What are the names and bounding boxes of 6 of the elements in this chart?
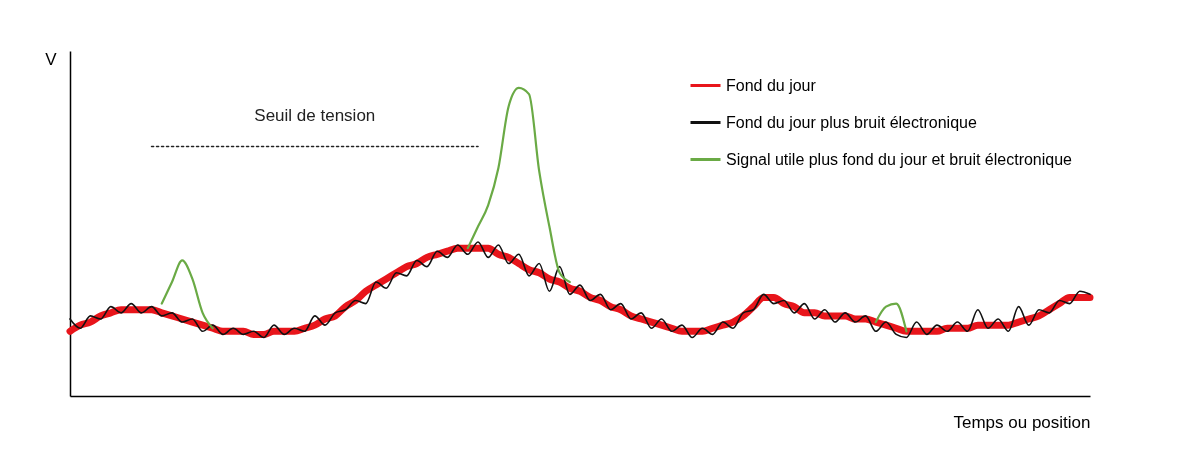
legend-label: Signal utile plus fond du jour et bruit électronique bbox=[726, 150, 1073, 168]
legend-label: Fond du jour bbox=[726, 76, 817, 94]
x-axis-title: Temps ou position bbox=[953, 412, 1091, 432]
legend-label: Fond du jour plus bruit électronique bbox=[726, 113, 977, 131]
series-label: Seuil de tension bbox=[254, 106, 376, 126]
y-axis-title: V bbox=[45, 49, 58, 69]
